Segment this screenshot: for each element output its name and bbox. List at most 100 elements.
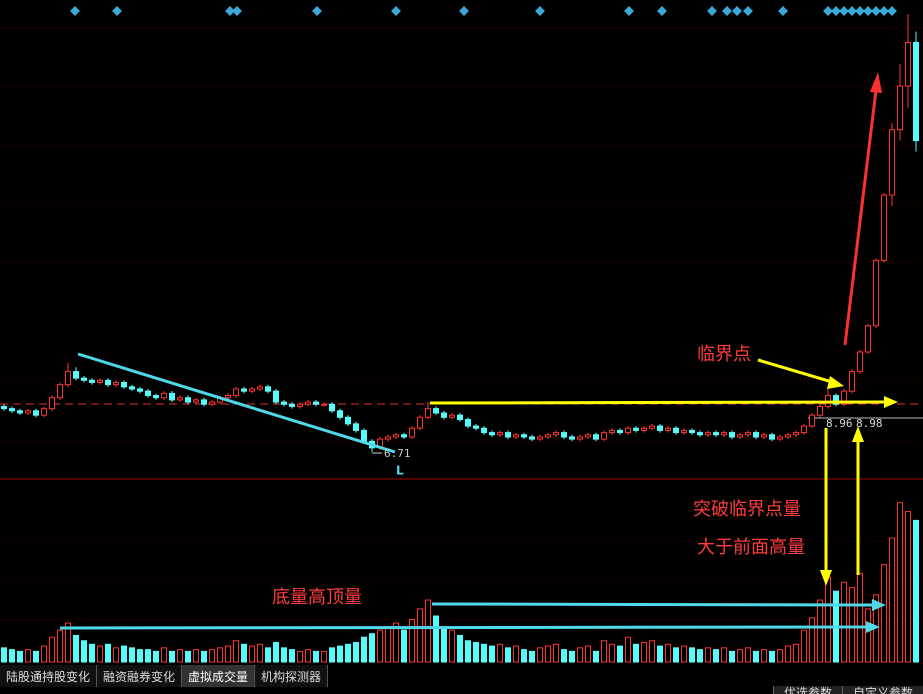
arrow-head (870, 72, 882, 93)
candle-body (913, 41, 919, 142)
signal-marker (657, 6, 667, 16)
volume-bar (473, 642, 479, 663)
volume-bar (225, 645, 231, 663)
candle-body (537, 436, 543, 440)
candle-body (425, 408, 431, 418)
volume-bar (593, 650, 599, 663)
volume-bar (177, 649, 183, 663)
candle-body (497, 432, 503, 436)
tab[interactable]: 机构探测器 (255, 665, 329, 687)
candle-body (121, 381, 127, 388)
arrow-head (872, 599, 886, 611)
tab[interactable]: 优选参数 (772, 686, 842, 694)
param-tabs: 优选参数 自定义参数 (772, 686, 923, 694)
candle-body (81, 377, 87, 381)
volume-bar (689, 647, 695, 663)
candle-body (73, 371, 79, 379)
candle-body (9, 408, 15, 412)
candle-body (145, 390, 151, 397)
volume-bar (49, 636, 55, 663)
volume-bar (561, 649, 567, 663)
volume-bar (385, 626, 391, 663)
candle-body (897, 85, 903, 131)
volume-bar (441, 626, 447, 663)
signal-marker (112, 6, 122, 16)
candle-body (297, 403, 303, 407)
volume-bar (881, 564, 887, 663)
candle-body (721, 432, 727, 436)
volume-bar (81, 640, 87, 663)
volume-bar (897, 502, 903, 663)
volume-bar (393, 622, 399, 663)
candle-body (585, 434, 591, 438)
volume-bar (849, 587, 855, 663)
candle-body (209, 401, 215, 405)
volume-bar (449, 629, 455, 663)
signal-marker (855, 6, 865, 16)
trend-line (77, 352, 396, 454)
candle-body (457, 414, 463, 421)
candle-body (841, 390, 847, 405)
candle-body (273, 390, 279, 403)
tab[interactable]: 陆股通持股变化 (0, 665, 98, 687)
volume-bar (737, 649, 743, 663)
signal-marker (624, 6, 634, 16)
volume-bar (113, 647, 119, 663)
volume-bar (665, 643, 671, 663)
volume-bar (721, 647, 727, 663)
candle-body (505, 432, 511, 438)
volume-bar (905, 511, 911, 663)
chart: 临界点 突破临界点量 大于前面高量 底量高顶量 L 8.96 8.98 6.71 (0, 6, 923, 663)
candle-body (361, 429, 367, 442)
candle-body (873, 259, 879, 327)
volume-bar (249, 645, 255, 663)
low-mark: L (396, 464, 404, 478)
volume-bar (137, 649, 143, 663)
volume-bar (841, 581, 847, 663)
price-label: 8.98 (856, 417, 883, 430)
volume-bar (697, 649, 703, 663)
volume-bar (529, 650, 535, 663)
candle-body (809, 414, 815, 427)
volume-bar (273, 642, 279, 663)
candle-body (473, 425, 479, 429)
volume-bar (305, 649, 311, 663)
tab[interactable]: 虚拟成交量 (182, 665, 256, 687)
arrow-head (884, 396, 898, 408)
candle-body (481, 427, 487, 434)
candle-body (329, 403, 335, 412)
candle-body (417, 416, 423, 429)
volume-bar (329, 647, 335, 663)
tab[interactable]: 自定义参数 (841, 686, 923, 694)
candle-body (881, 194, 887, 261)
tab-bar: 陆股通持股变化 融资融券变化 虚拟成交量 机构探测器 (0, 665, 329, 687)
signal-marker (312, 6, 322, 16)
signal-marker (743, 6, 753, 16)
tab[interactable]: 融资融券变化 (97, 665, 183, 687)
volume-bar (497, 643, 503, 663)
volume-bar (577, 647, 583, 663)
volume-bar (761, 649, 767, 663)
volume-bar (169, 650, 175, 663)
candle-body (849, 371, 855, 392)
candle-body (97, 379, 103, 383)
volume-bar (865, 608, 871, 663)
volume-bar (57, 629, 63, 663)
candle-body (545, 434, 551, 438)
volume-bar (353, 642, 359, 663)
volume-bar (641, 642, 647, 663)
candle-body (113, 381, 119, 386)
candle-body (617, 429, 623, 434)
candle-body (313, 401, 319, 405)
candle-body (769, 434, 775, 440)
cyan-arrow (59, 625, 867, 630)
volume-bar (313, 650, 319, 663)
candle-body (705, 432, 711, 436)
volume-bar (1, 647, 7, 663)
candle-body (33, 410, 39, 416)
candle-body (489, 432, 495, 436)
candle-body (257, 386, 263, 390)
candle-body (561, 432, 567, 438)
volume-bar (105, 643, 111, 663)
